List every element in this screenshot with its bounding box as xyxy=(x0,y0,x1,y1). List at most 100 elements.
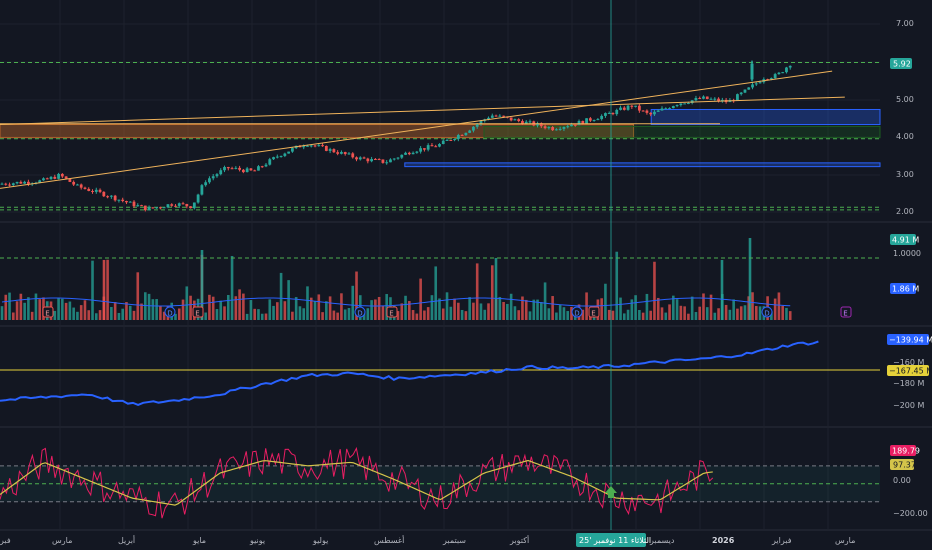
volume-bar xyxy=(151,299,155,320)
earnings-marker: E xyxy=(588,306,600,318)
volume-bar xyxy=(468,297,471,320)
volume-bar xyxy=(562,307,566,320)
volume-bar xyxy=(294,297,298,320)
candle-body xyxy=(125,200,128,203)
last-volume-badge: 4.91 M xyxy=(890,234,919,245)
volume-bar xyxy=(98,310,102,320)
volume-bar xyxy=(260,313,264,320)
volume-tick: 1.0000 xyxy=(893,249,921,258)
candle-body xyxy=(140,205,143,207)
candle-body xyxy=(136,205,140,207)
candle-body xyxy=(781,72,785,74)
candle-body xyxy=(347,153,351,155)
candle-body xyxy=(208,178,211,183)
candle-body xyxy=(615,109,619,115)
candle-body xyxy=(283,153,287,156)
volume-bar xyxy=(128,305,132,320)
candle-body xyxy=(460,135,464,137)
volume-bar xyxy=(332,310,336,320)
candle-body xyxy=(423,148,426,150)
candle-body xyxy=(524,121,528,125)
candle-body xyxy=(8,184,11,186)
candle-body xyxy=(185,204,189,207)
volume-bar xyxy=(110,307,113,320)
volume-bar xyxy=(785,307,788,320)
candle-body xyxy=(260,166,264,168)
candle-body xyxy=(253,170,257,172)
candle-body xyxy=(743,89,747,93)
candle-body xyxy=(551,127,555,131)
candle-body xyxy=(607,113,611,115)
volume-bar xyxy=(385,294,388,320)
candle-body xyxy=(668,108,671,110)
volume-bar xyxy=(79,305,83,320)
candle-body xyxy=(604,113,607,116)
candle-body xyxy=(377,159,381,161)
osc-tick: 0.00 xyxy=(893,476,911,485)
candle-body xyxy=(445,139,449,141)
volume-bar xyxy=(445,292,449,320)
candle-body xyxy=(407,152,411,155)
candle-body xyxy=(709,98,713,100)
volume-bar xyxy=(204,312,207,320)
volume-bar xyxy=(87,310,91,320)
candle-body xyxy=(332,149,336,153)
candle-body xyxy=(411,152,415,155)
volume-bar xyxy=(249,300,253,320)
volume-bar xyxy=(283,301,287,320)
volume-bar xyxy=(649,310,652,320)
volume-bar xyxy=(306,286,309,320)
volume-bar xyxy=(226,294,230,320)
volume-ma-value: 1.86 M xyxy=(892,285,919,294)
candle-body xyxy=(64,176,68,179)
candle-body xyxy=(355,157,358,160)
volume-bar xyxy=(200,250,204,320)
volume-bar xyxy=(423,310,426,320)
candle-body xyxy=(739,92,743,95)
osc-signal-line xyxy=(0,459,713,506)
obv-tick: −180 M xyxy=(893,379,925,388)
candle-body xyxy=(106,196,109,198)
volume-bar xyxy=(694,312,698,320)
candle-body xyxy=(675,105,679,107)
candle-body xyxy=(769,78,773,80)
volume-bar xyxy=(121,308,124,320)
candle-body xyxy=(404,152,407,155)
volume-bar xyxy=(0,306,4,320)
trendlines[interactable] xyxy=(0,70,845,189)
volume-bar xyxy=(245,313,249,320)
volume-bar xyxy=(483,309,487,320)
obv-last-value: −139.94 M xyxy=(889,336,932,345)
volume-bar xyxy=(558,304,562,320)
volume-bar xyxy=(57,298,60,320)
volume-bar xyxy=(490,265,494,320)
volume-bar xyxy=(287,280,290,320)
marker-label: D xyxy=(574,310,579,318)
volume-bar xyxy=(144,292,147,320)
volume-bar xyxy=(68,301,72,320)
candle-body xyxy=(49,176,53,180)
marker-label: D xyxy=(167,310,172,318)
candle-body xyxy=(562,126,566,129)
marker-label: E xyxy=(195,310,199,318)
volume-bar xyxy=(113,302,117,320)
volume-bar xyxy=(351,285,355,320)
candle-body xyxy=(539,123,543,127)
candle-body xyxy=(155,207,159,209)
candle-body xyxy=(566,126,570,128)
candle-body xyxy=(291,148,294,152)
candle-body xyxy=(60,173,64,177)
oscillator-indicator xyxy=(0,446,880,519)
marker-label: E xyxy=(45,310,49,318)
volume-bar xyxy=(788,311,792,320)
volume-bar xyxy=(381,305,385,320)
candle-body xyxy=(11,183,15,186)
obv-line xyxy=(0,340,819,407)
candle-body xyxy=(109,195,113,197)
osc-band xyxy=(0,465,880,502)
volume-bar xyxy=(309,297,313,320)
candle-body xyxy=(577,120,581,126)
candle-body xyxy=(275,156,279,158)
